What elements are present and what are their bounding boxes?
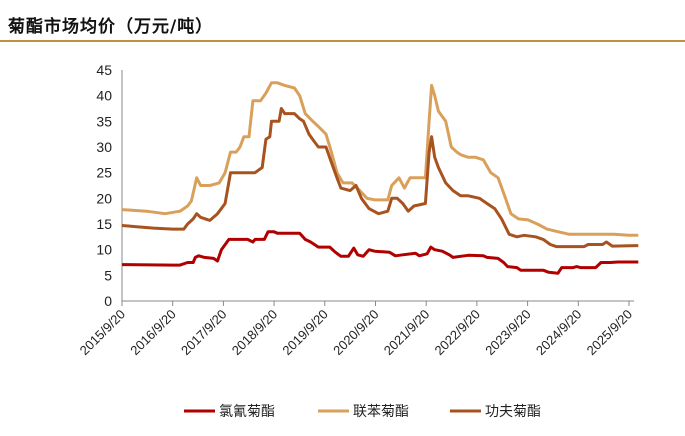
y-tick-label: 25 — [96, 165, 112, 181]
y-tick-label: 35 — [96, 113, 112, 129]
series-lines — [121, 81, 639, 275]
x-tick-label: 2024/9/20 — [533, 307, 585, 359]
x-tick-label: 2021/9/20 — [381, 307, 433, 359]
y-tick-label: 15 — [96, 216, 112, 232]
series-line-1 — [121, 230, 639, 275]
legend-item: 功夫菊酯 — [450, 404, 541, 420]
x-tick-label: 2023/9/20 — [482, 307, 534, 359]
y-tick-label: 40 — [96, 88, 112, 104]
series-line-3 — [121, 107, 639, 249]
x-tick-label: 2019/9/20 — [279, 307, 331, 359]
y-tick-label: 20 — [96, 190, 112, 206]
y-tick-label: 5 — [104, 267, 112, 283]
x-tick-label: 2020/9/20 — [330, 307, 382, 359]
y-tick-label: 10 — [96, 242, 112, 258]
chart-title: 菊酯市场均价（万元/吨） — [8, 17, 214, 37]
legend-label: 功夫菊酯 — [485, 404, 541, 420]
x-axis: 2015/9/20 2016/9/20 2017/9/20 2018/9/20 2019… — [77, 300, 636, 359]
y-tick-label: 0 — [104, 293, 112, 309]
x-tick-label: 2018/9/20 — [229, 307, 281, 359]
legend-label: 氯氰菊酯 — [219, 404, 275, 420]
legend-item: 联苯菊酯 — [318, 403, 409, 420]
y-tick-label: 45 — [96, 62, 112, 78]
title-divider — [0, 40, 685, 42]
x-tick-label: 2022/9/20 — [432, 307, 484, 359]
x-tick-label: 2015/9/20 — [77, 307, 129, 359]
legend-label: 联苯菊酯 — [353, 403, 409, 420]
series-line-2 — [121, 81, 639, 237]
x-tick-label: 2016/9/20 — [127, 307, 179, 359]
x-tick-label: 2025/9/20 — [584, 307, 636, 359]
y-tick-label: 30 — [96, 139, 112, 155]
legend-item: 氯氰菊酯 — [184, 404, 275, 420]
y-axis: 0 5 10 15 20 25 30 35 40 45 — [96, 62, 123, 309]
x-tick-label: 2017/9/20 — [178, 307, 230, 359]
legend: 氯氰菊酯 联苯菊酯 功夫菊酯 — [184, 403, 541, 420]
